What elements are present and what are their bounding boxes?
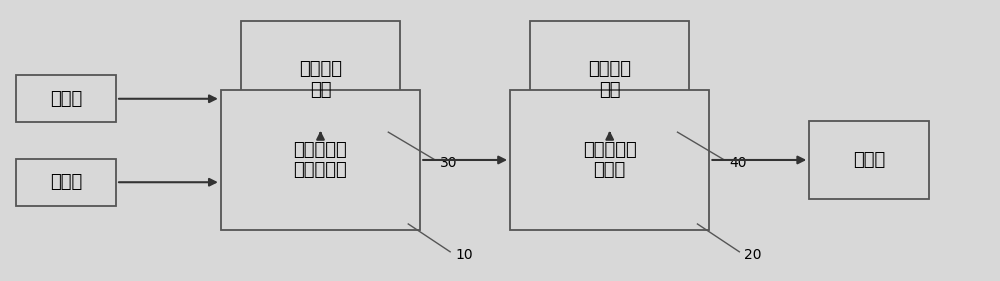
Text: 10: 10 (455, 248, 473, 262)
Text: 噪声端: 噪声端 (50, 173, 82, 191)
Text: 输出端: 输出端 (853, 151, 885, 169)
Text: 40: 40 (729, 156, 747, 170)
Text: 差分减噪前
置放大电路: 差分减噪前 置放大电路 (294, 140, 347, 179)
Bar (241, 21, 400, 138)
Bar (221, 90, 420, 230)
Text: 20: 20 (744, 248, 762, 262)
Text: 信号端: 信号端 (50, 90, 82, 108)
Bar (16, 158, 116, 206)
Bar (530, 21, 689, 138)
Bar (510, 90, 709, 230)
Text: 第一偏置
电路: 第一偏置 电路 (299, 60, 342, 99)
Bar (16, 75, 116, 123)
Text: 30: 30 (440, 156, 458, 170)
Text: 第二偏置
电路: 第二偏置 电路 (588, 60, 631, 99)
Bar (809, 121, 929, 199)
Text: 微弱信号放
大电路: 微弱信号放 大电路 (583, 140, 637, 179)
